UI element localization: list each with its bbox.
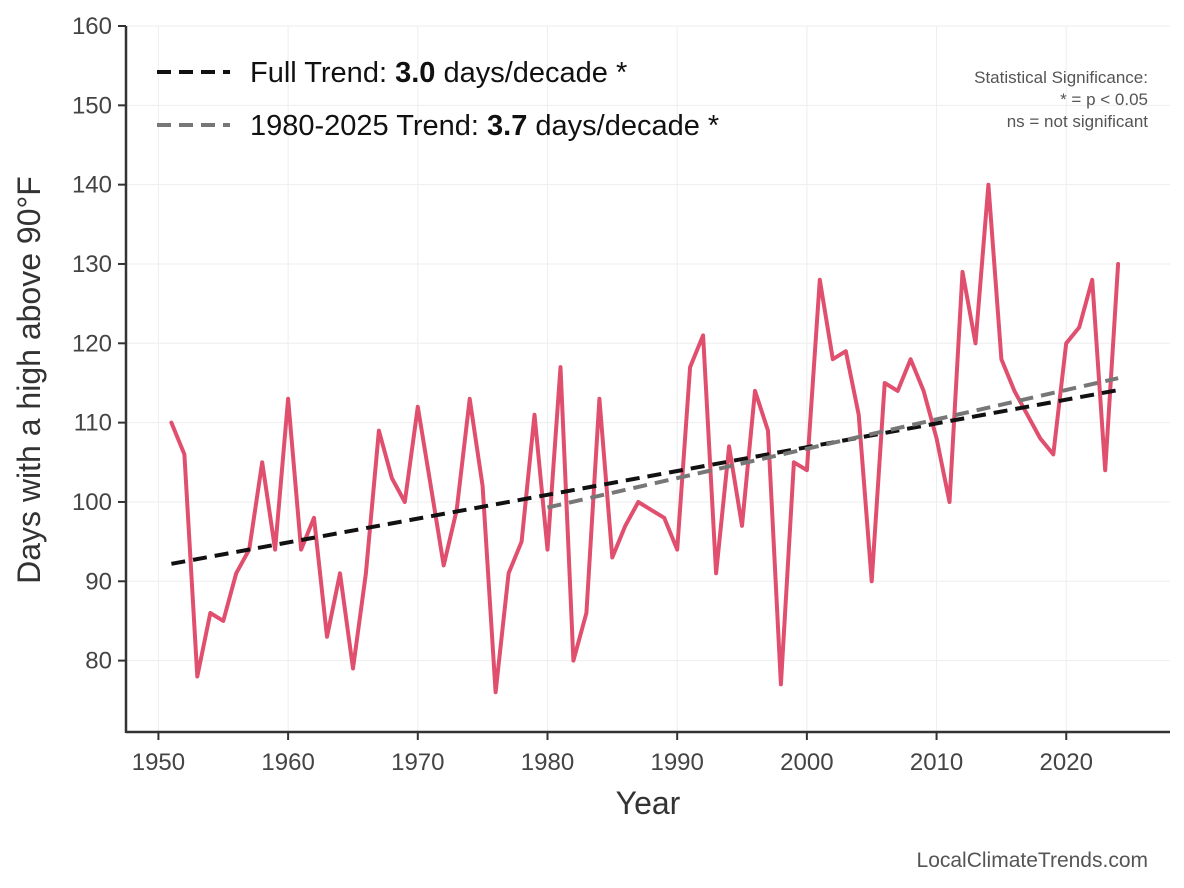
x-tick-label: 2010: [910, 749, 963, 776]
y-tick-label: 160: [72, 13, 112, 40]
y-axis-ticks: 80 90 100 110 120 130 140 150 160: [72, 13, 126, 675]
y-tick-label: 90: [85, 568, 112, 595]
y-tick-label: 100: [72, 489, 112, 516]
x-axis-ticks: 1950 1960 1970 1980 1990 2000 2010 2020: [132, 732, 1093, 776]
x-tick-label: 2000: [780, 749, 833, 776]
y-tick-label: 120: [72, 330, 112, 357]
y-axis-title: Days with a high above 90°F: [11, 176, 47, 584]
credit-text: LocalClimateTrends.com: [917, 849, 1148, 872]
legend-rate: 3.7: [487, 110, 527, 142]
significance-line: ns = not significant: [1007, 112, 1149, 131]
trend-line: [547, 376, 1119, 510]
legend-entry: Full Trend: 3.0 days/decade *: [250, 57, 627, 89]
x-tick-label: 2020: [1040, 749, 1093, 776]
legend-label-prefix: 1980-2025 Trend:: [250, 110, 487, 142]
significance-line: Statistical Significance:: [974, 68, 1148, 87]
y-tick-label: 110: [74, 410, 112, 437]
x-tick-label: 1960: [261, 749, 314, 776]
legend-entry: 1980-2025 Trend: 3.7 days/decade *: [250, 110, 719, 142]
trend-layer: [171, 376, 1119, 566]
x-tick-label: 1980: [521, 749, 574, 776]
x-tick-label: 1990: [650, 749, 703, 776]
significance-line: * = p < 0.05: [1060, 90, 1148, 109]
series-layer: [169, 182, 1121, 695]
legend-label-prefix: Full Trend:: [250, 57, 395, 89]
x-tick-label: 1970: [391, 749, 444, 776]
series-line: [169, 182, 1121, 695]
legend-label-suffix: days/decade *: [435, 57, 627, 89]
y-tick-label: 140: [72, 172, 112, 199]
legend-rate: 3.0: [395, 57, 435, 89]
x-tick-label: 1950: [132, 749, 185, 776]
legend-label-suffix: days/decade *: [527, 110, 719, 142]
x-axis-title: Year: [616, 785, 681, 821]
trend-line: [171, 388, 1119, 566]
significance-note: Statistical Significance: * = p < 0.05 n…: [974, 68, 1148, 131]
legend: Full Trend: 3.0 days/decade *1980-2025 T…: [157, 57, 719, 142]
y-tick-label: 80: [85, 648, 112, 675]
y-tick-label: 150: [72, 92, 112, 119]
y-tick-label: 130: [72, 251, 112, 278]
